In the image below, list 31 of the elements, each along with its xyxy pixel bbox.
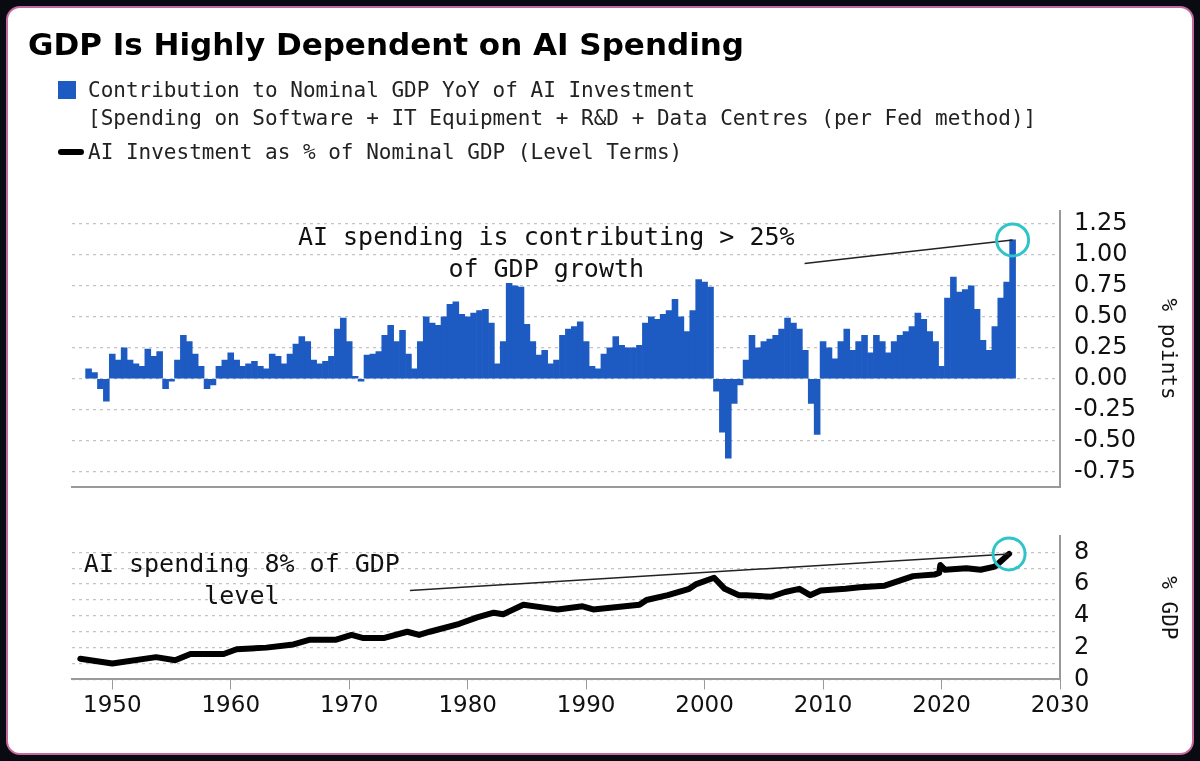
y-tick-label: 6 bbox=[1074, 568, 1090, 597]
chart-title: GDP Is Highly Dependent on AI Spending bbox=[28, 26, 745, 62]
y-tick-label: 1.00 bbox=[1074, 239, 1128, 268]
x-tick-label: 2030 bbox=[1030, 691, 1090, 718]
y-axis-title: % GDP bbox=[1156, 576, 1181, 640]
x-tick-label: 2010 bbox=[793, 691, 853, 718]
y-axis-title: % points bbox=[1156, 298, 1181, 400]
y-tick-label: 8 bbox=[1074, 536, 1090, 565]
legend-label: Contribution to Nominal GDP YoY of AI Investment [Spending on Software + IT Equipment + R&D + Data Centres (per Fed method)] bbox=[87, 77, 1037, 132]
x-tick-label: 1960 bbox=[201, 691, 261, 718]
x-tick-label: 1990 bbox=[556, 691, 616, 718]
x-tick-label: 1950 bbox=[83, 691, 142, 718]
bar bbox=[357, 379, 365, 382]
y-tick-label: 0.25 bbox=[1074, 331, 1128, 360]
annotation: AI spending is contributing > 25% of GDP growth bbox=[297, 222, 795, 284]
x-tick-label: 2020 bbox=[912, 691, 971, 718]
y-tick-label: 0.75 bbox=[1074, 270, 1128, 299]
x-tick-label: 1980 bbox=[438, 691, 497, 718]
y-tick-label: -0.50 bbox=[1074, 424, 1137, 453]
y-tick-label: 0.50 bbox=[1074, 301, 1128, 329]
y-tick-label: 0.00 bbox=[1074, 362, 1128, 391]
y-tick-label: 2 bbox=[1074, 631, 1090, 660]
y-tick-label: 1.25 bbox=[1074, 208, 1128, 237]
y-tick-label: -0.25 bbox=[1074, 393, 1137, 422]
annotation: AI spending 8% of GDP level bbox=[83, 549, 400, 611]
x-tick-label: 1970 bbox=[319, 691, 379, 718]
x-tick-label: 2000 bbox=[675, 691, 734, 718]
legend-label: AI Investment as % of Nominal GDP (Level Terms) bbox=[87, 139, 683, 166]
y-tick-label: 4 bbox=[1074, 600, 1090, 629]
y-tick-label: -0.75 bbox=[1074, 455, 1137, 484]
y-tick-label: 0 bbox=[1074, 663, 1090, 692]
